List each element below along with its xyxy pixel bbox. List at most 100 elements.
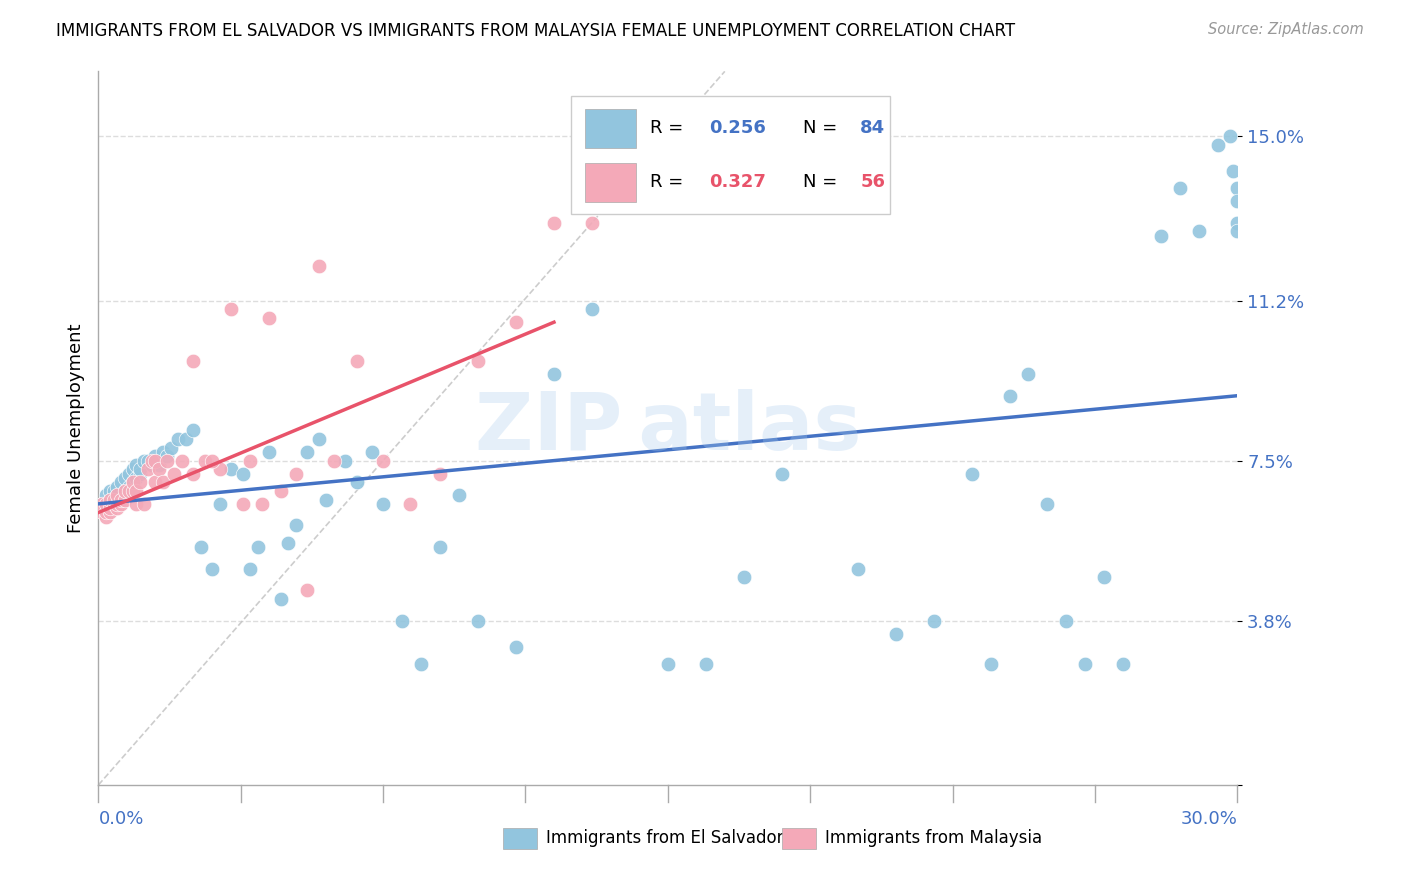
- Point: [125, 458, 148, 472]
- Point: [505, 315, 527, 329]
- Point: [277, 535, 299, 549]
- Point: [114, 483, 136, 498]
- Point: [94, 509, 117, 524]
- Text: Source: ZipAtlas.com: Source: ZipAtlas.com: [1208, 22, 1364, 37]
- Point: [121, 475, 143, 490]
- Point: [960, 467, 983, 481]
- Point: [110, 475, 132, 490]
- Point: [270, 592, 292, 607]
- Point: [118, 467, 141, 481]
- Point: [315, 492, 337, 507]
- FancyBboxPatch shape: [782, 828, 815, 849]
- Point: [110, 492, 132, 507]
- FancyBboxPatch shape: [571, 96, 890, 214]
- Point: [163, 467, 186, 481]
- Point: [118, 483, 141, 498]
- Point: [1094, 570, 1116, 584]
- Point: [346, 354, 368, 368]
- Point: [103, 492, 125, 507]
- Point: [107, 479, 129, 493]
- Point: [1074, 657, 1097, 671]
- Point: [770, 467, 793, 481]
- Point: [91, 497, 114, 511]
- Text: R =: R =: [650, 120, 689, 137]
- Point: [335, 453, 357, 467]
- Point: [1150, 228, 1173, 243]
- Point: [107, 497, 129, 511]
- Point: [94, 488, 117, 502]
- Point: [183, 423, 205, 437]
- Point: [159, 441, 181, 455]
- Point: [505, 640, 527, 654]
- Point: [141, 458, 163, 472]
- Point: [129, 475, 152, 490]
- Text: 0.327: 0.327: [709, 173, 766, 191]
- Point: [98, 492, 121, 507]
- Point: [581, 302, 603, 317]
- Point: [346, 475, 368, 490]
- Y-axis label: Female Unemployment: Female Unemployment: [66, 324, 84, 533]
- Point: [1112, 657, 1135, 671]
- Point: [98, 492, 121, 507]
- Point: [103, 497, 125, 511]
- FancyBboxPatch shape: [585, 109, 636, 148]
- Point: [297, 445, 319, 459]
- Point: [1188, 224, 1211, 238]
- Point: [136, 453, 159, 467]
- Text: N =: N =: [803, 173, 844, 191]
- Point: [103, 492, 125, 507]
- Point: [98, 501, 121, 516]
- Point: [1018, 367, 1040, 381]
- Point: [1056, 614, 1078, 628]
- Point: [94, 506, 117, 520]
- Point: [1222, 164, 1244, 178]
- Point: [208, 497, 231, 511]
- Point: [183, 467, 205, 481]
- Point: [107, 501, 129, 516]
- Point: [259, 445, 281, 459]
- Point: [979, 657, 1001, 671]
- Point: [121, 475, 143, 490]
- Point: [110, 497, 132, 511]
- Point: [467, 614, 489, 628]
- Point: [371, 453, 394, 467]
- Point: [1226, 194, 1249, 208]
- Point: [145, 450, 167, 464]
- Point: [884, 626, 907, 640]
- Point: [398, 497, 420, 511]
- Point: [136, 462, 159, 476]
- Point: [132, 497, 155, 511]
- Text: 30.0%: 30.0%: [1181, 810, 1237, 828]
- Text: IMMIGRANTS FROM EL SALVADOR VS IMMIGRANTS FROM MALAYSIA FEMALE UNEMPLOYMENT CORR: IMMIGRANTS FROM EL SALVADOR VS IMMIGRANT…: [56, 22, 1015, 40]
- Point: [543, 367, 565, 381]
- Point: [284, 518, 307, 533]
- Text: 0.256: 0.256: [709, 120, 766, 137]
- Point: [1170, 181, 1192, 195]
- Point: [156, 450, 179, 464]
- Text: 56: 56: [860, 173, 886, 191]
- Point: [152, 475, 174, 490]
- Point: [657, 657, 679, 671]
- Point: [152, 445, 174, 459]
- Point: [270, 483, 292, 498]
- Point: [239, 562, 262, 576]
- Point: [846, 562, 869, 576]
- Point: [91, 497, 114, 511]
- Point: [91, 506, 114, 520]
- Point: [110, 492, 132, 507]
- Point: [1219, 129, 1241, 144]
- Point: [201, 562, 224, 576]
- Point: [308, 432, 330, 446]
- Text: 84: 84: [860, 120, 886, 137]
- Point: [201, 453, 224, 467]
- Point: [125, 497, 148, 511]
- Text: Immigrants from Malaysia: Immigrants from Malaysia: [825, 830, 1042, 847]
- Point: [174, 432, 197, 446]
- Point: [114, 471, 136, 485]
- Point: [125, 471, 148, 485]
- Point: [695, 657, 717, 671]
- Point: [1208, 137, 1230, 152]
- Point: [221, 302, 243, 317]
- Point: [129, 462, 152, 476]
- Point: [998, 389, 1021, 403]
